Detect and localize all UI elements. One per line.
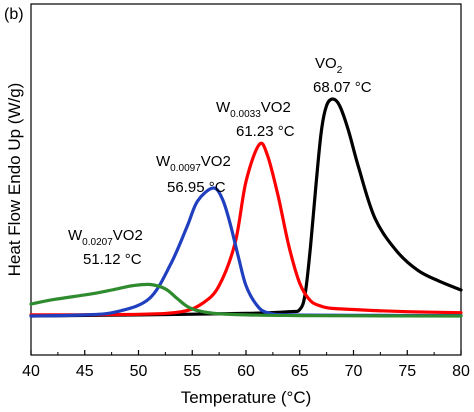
annotation-w0097-label: W0.0097VO2 [156, 153, 231, 174]
x-tick-label: 50 [130, 363, 148, 380]
annotation-vo2-temperature: 68.07 °C [313, 79, 372, 96]
x-tick-label: 40 [22, 363, 40, 380]
series-line-w00033vo2 [29, 141, 463, 317]
x-tick-label: 80 [452, 363, 470, 380]
x-tick-label: 75 [398, 363, 416, 380]
x-axis-ticks: 40 45 50 55 60 65 70 75 80 [22, 350, 470, 380]
x-axis-title: Temperature (°C) [181, 388, 312, 407]
x-tick-label: 60 [237, 363, 255, 380]
annotation-vo2-label: VO2 [315, 55, 343, 76]
x-tick-label: 45 [76, 363, 94, 380]
annotation-w0097-temperature: 56.95 °C [167, 179, 226, 196]
annotation-w0033-label: W0.0033VO2 [216, 99, 291, 120]
annotation-w0207-label: W0.0207VO2 [68, 227, 143, 248]
series-layer [29, 97, 463, 318]
annotation-w0207-temperature: 51.12 °C [83, 251, 142, 268]
x-tick-label: 65 [291, 363, 309, 380]
x-tick-label: 70 [345, 363, 363, 380]
y-axis-title: Heat Flow Endo Up (W/g) [5, 83, 24, 277]
x-tick-label: 55 [183, 363, 201, 380]
panel-label: (b) [4, 6, 24, 23]
series-line-w00207vo2 [29, 282, 463, 318]
plot-area: 40 45 50 55 60 65 70 75 80 [22, 3, 470, 380]
annotation-w0033-temperature: 61.23 °C [236, 123, 295, 140]
